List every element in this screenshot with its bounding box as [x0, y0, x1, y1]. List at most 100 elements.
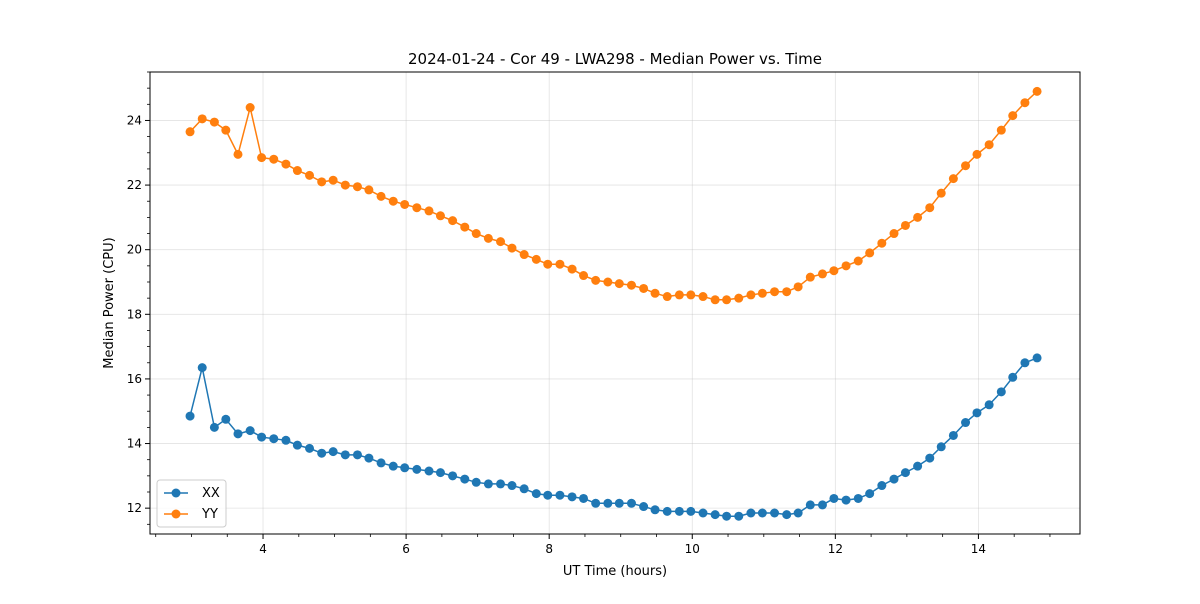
- series-yy-point: [317, 177, 327, 187]
- series: [185, 86, 1042, 521]
- series-xx-point: [746, 508, 756, 518]
- x-tick-label: 6: [402, 542, 410, 556]
- series-yy-point: [185, 127, 195, 137]
- series-yy-point: [984, 140, 994, 150]
- series-yy-point: [435, 211, 445, 221]
- y-tick-label: 12: [127, 501, 142, 515]
- series-yy-point: [698, 292, 708, 302]
- series-xx-point: [639, 502, 649, 512]
- series-yy-point: [805, 272, 815, 282]
- series-yy-point: [519, 250, 529, 260]
- series-yy-point: [376, 191, 386, 201]
- legend-xx-label: XX: [202, 486, 220, 501]
- y-tick-label: 18: [127, 307, 142, 321]
- series-xx-point: [519, 484, 529, 494]
- series-xx-point: [292, 440, 302, 450]
- series-yy-point: [686, 290, 696, 300]
- series-yy-point: [913, 212, 923, 222]
- series-yy-point: [793, 282, 803, 292]
- series-yy-point: [936, 188, 946, 198]
- series-xx-point: [352, 450, 362, 460]
- series-xx-point: [197, 363, 207, 373]
- series-yy-point: [460, 222, 470, 232]
- series-xx-point: [793, 508, 803, 518]
- series-xx-point: [257, 432, 267, 442]
- series-xx-point: [770, 508, 780, 518]
- series-xx-point: [925, 453, 935, 463]
- series-xx-point: [1008, 372, 1018, 382]
- series-xx-point: [829, 493, 839, 503]
- x-tick-label: 12: [828, 542, 843, 556]
- x-axis-label: UT Time (hours): [563, 564, 667, 579]
- series-yy-point: [782, 287, 792, 297]
- series-xx-point: [281, 435, 291, 445]
- series-yy-point: [639, 283, 649, 293]
- series-yy-point: [841, 261, 851, 271]
- series-xx-point: [435, 468, 445, 478]
- series-yy-point: [865, 248, 875, 258]
- series-yy-point: [770, 287, 780, 297]
- series-xx: [185, 353, 1042, 521]
- series-yy-point: [257, 153, 267, 163]
- ticks: 4 6 8 10 12 14 12 14 16 18 20 22 24: [127, 71, 1051, 556]
- plot-frame: [149, 71, 1081, 535]
- series-yy-point: [555, 259, 565, 269]
- series-yy-point: [1008, 111, 1018, 121]
- y-tick-label: 20: [127, 243, 142, 257]
- y-tick-label: 14: [127, 437, 142, 451]
- series-xx-point: [961, 418, 971, 428]
- series-yy-point: [722, 295, 732, 305]
- series-yy-point: [197, 114, 207, 124]
- series-xx-point: [710, 510, 720, 520]
- series-xx-point: [388, 461, 398, 471]
- y-tick-label: 24: [127, 113, 142, 127]
- legend-xx-marker: [171, 488, 181, 498]
- series-xx-point: [471, 477, 481, 487]
- grid: [150, 72, 1080, 534]
- series-yy-point: [221, 125, 231, 135]
- series-yy-point: [496, 237, 506, 247]
- series-xx-point: [782, 510, 792, 520]
- chart-title: 2024-01-24 - Cor 49 - LWA298 - Median Po…: [408, 50, 822, 68]
- series-xx-point: [722, 511, 732, 521]
- series-yy-point: [853, 256, 863, 266]
- series-yy-point: [746, 290, 756, 300]
- x-tick-label: 8: [545, 542, 553, 556]
- series-xx-point: [698, 508, 708, 518]
- series-xx-point: [913, 461, 923, 471]
- series-yy-point: [448, 216, 458, 226]
- series-xx-point: [245, 426, 255, 436]
- series-xx-point: [614, 498, 624, 508]
- series-yy-point: [543, 259, 553, 269]
- y-tick-label: 16: [127, 372, 142, 386]
- legend-yy-label: YY: [201, 507, 218, 522]
- series-xx-point: [424, 466, 434, 476]
- series-xx-point: [674, 506, 684, 516]
- series-xx-point: [948, 430, 958, 440]
- series-yy-point: [579, 271, 589, 281]
- y-tick-label: 22: [127, 178, 142, 192]
- series-xx-point: [460, 474, 470, 484]
- x-tick-label: 10: [685, 542, 700, 556]
- series-yy-point: [424, 206, 434, 216]
- y-axis-label: Median Power (CPU): [102, 237, 117, 368]
- series-xx-point: [579, 493, 589, 503]
- series-yy-point: [245, 103, 255, 113]
- series-yy-point: [972, 149, 982, 159]
- series-yy-point: [889, 229, 899, 239]
- series-xx-point: [555, 490, 565, 500]
- series-xx-point: [543, 490, 553, 500]
- series-yy-point: [233, 149, 243, 159]
- series-yy-point: [900, 220, 910, 230]
- series-xx-point: [817, 500, 827, 510]
- series-yy-point: [352, 182, 362, 192]
- series-yy-point: [507, 243, 517, 253]
- series-yy-point: [626, 280, 636, 290]
- series-xx-point: [507, 481, 517, 491]
- series-xx-point: [972, 408, 982, 418]
- series-xx-point: [412, 464, 422, 474]
- series-xx-point: [591, 498, 601, 508]
- x-tick-label: 4: [259, 542, 267, 556]
- series-xx-point: [805, 500, 815, 510]
